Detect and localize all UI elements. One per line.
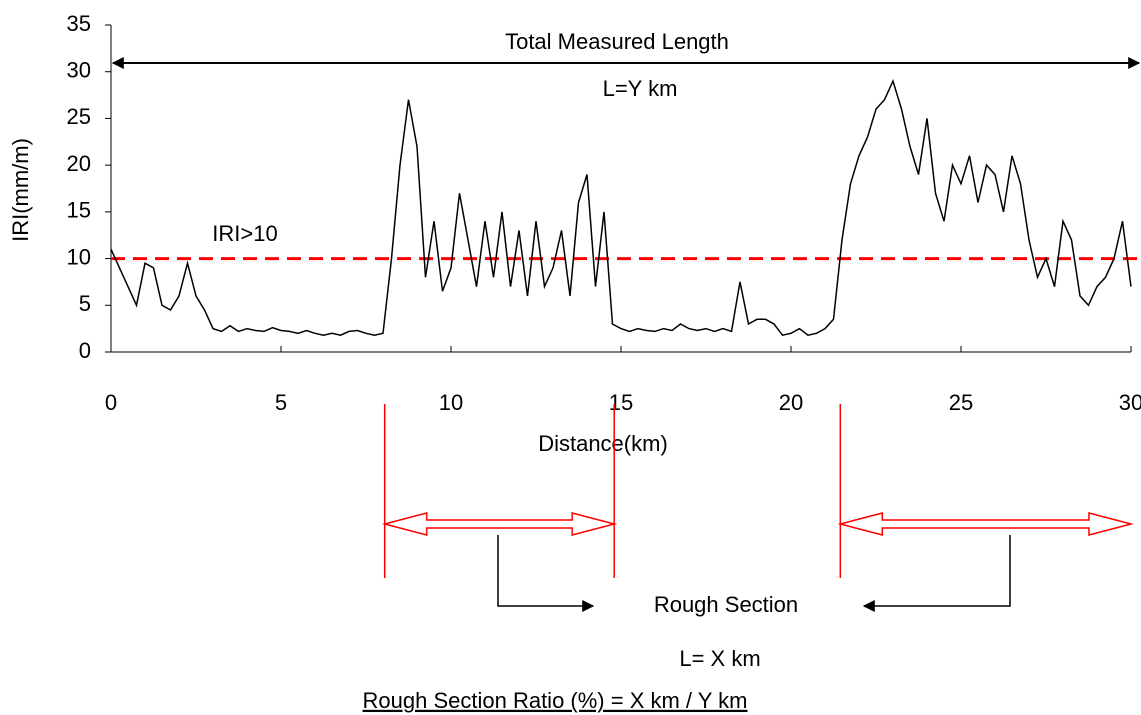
connector [497,535,595,612]
total-length-label: Total Measured Length [505,29,729,54]
y-tick-label: 0 [79,338,91,363]
connector [862,535,1011,612]
y-tick-label: 25 [67,104,91,129]
y-axis-label: IRI(mm/m) [8,138,33,242]
y-tick-label: 5 [79,291,91,316]
section-arrow [381,512,618,536]
y-tick-label: 20 [67,151,91,176]
y-tick-label: 30 [67,58,91,83]
rough-section-label: Rough Section [654,592,798,617]
x-tick-label: 0 [105,390,117,415]
x-tick-label: 15 [609,390,633,415]
y-tick-label: 15 [67,198,91,223]
ratio-formula: Rough Section Ratio (%) = X km / Y km [363,688,748,713]
x-tick-label: 20 [779,390,803,415]
section-arrow [837,512,1134,536]
x-tick-label: 10 [439,390,463,415]
threshold-label: IRI>10 [212,221,277,246]
y-tick-label: 35 [67,11,91,36]
line [110,78,1132,337]
rough-section-value: L= X km [679,646,760,671]
y-tick-label: 10 [67,244,91,269]
x-axis-label: Distance(km) [538,431,668,456]
x-tick-label: 25 [949,390,973,415]
x-tick-label: 5 [275,390,287,415]
x-tick-label: 30 [1119,390,1141,415]
total-length-value: L=Y km [603,76,678,101]
